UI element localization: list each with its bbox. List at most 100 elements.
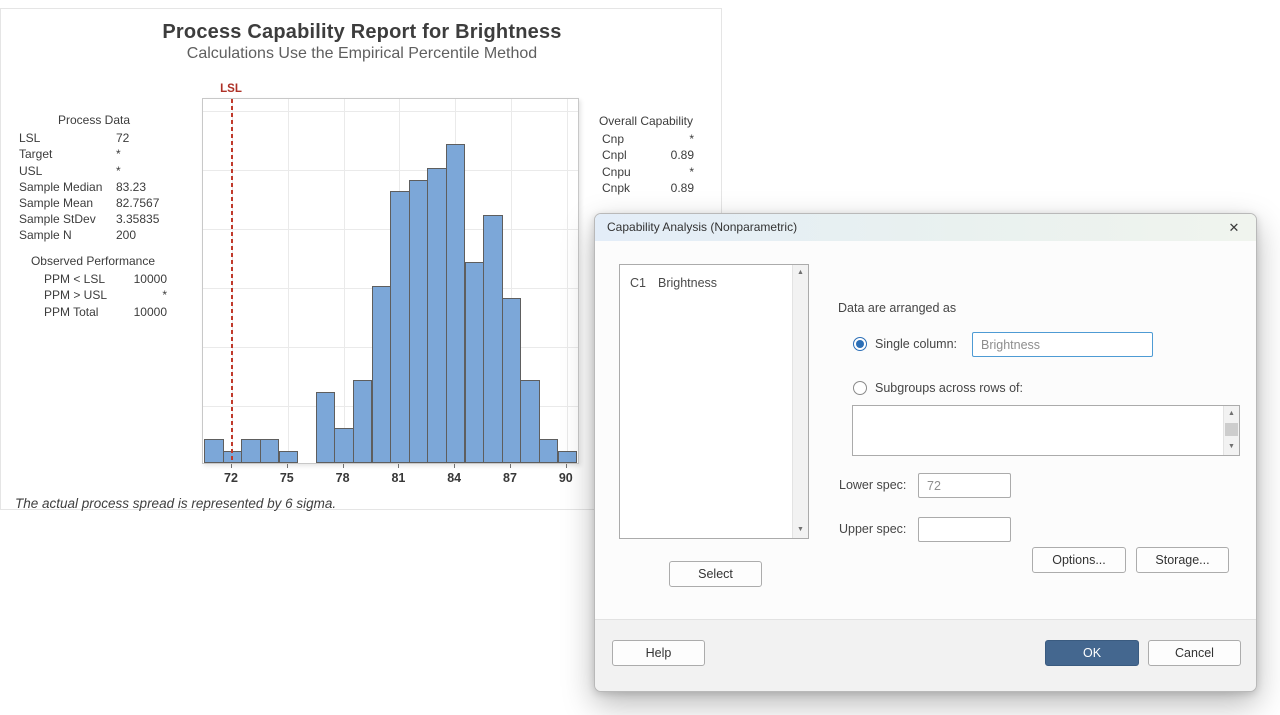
subgroups-label: Subgroups across rows of: — [875, 381, 1023, 395]
stat-row: Sample Mean82.7567 — [19, 195, 169, 211]
dialog-titlebar[interactable]: Capability Analysis (Nonparametric) ✕ — [595, 214, 1256, 241]
cancel-button[interactable]: Cancel — [1148, 640, 1241, 666]
stat-label: USL — [19, 163, 116, 179]
x-axis-tick — [231, 464, 232, 468]
select-button[interactable]: Select — [669, 561, 762, 587]
stat-label: Sample Median — [19, 179, 116, 195]
overall-capability-header: Overall Capability — [598, 113, 694, 129]
x-axis-tick-label: 84 — [439, 471, 469, 485]
histogram-bar — [483, 215, 503, 463]
stat-value: 83.23 — [116, 179, 146, 195]
single-column-input[interactable] — [972, 332, 1153, 357]
histogram-bar — [334, 428, 354, 463]
histogram-bar — [241, 439, 261, 463]
histogram-bar — [539, 439, 559, 463]
process-data-header: Process Data — [19, 112, 169, 128]
stat-value: 200 — [116, 227, 136, 243]
x-axis-tick — [454, 464, 455, 468]
report-subtitle: Calculations Use the Empirical Percentil… — [1, 45, 723, 63]
dialog-body: C1Brightness ▲ ▼ Data are arranged as Si… — [595, 241, 1256, 691]
stat-label: PPM Total — [19, 304, 98, 320]
histogram-bar — [372, 286, 392, 463]
dialog-title: Capability Analysis (Nonparametric) — [607, 220, 797, 234]
listbox-scrollbar[interactable]: ▲ ▼ — [792, 265, 808, 538]
histogram-bar — [279, 451, 299, 463]
scroll-thumb[interactable] — [1225, 423, 1238, 436]
histogram-bar — [316, 392, 336, 463]
upper-spec-input[interactable] — [918, 517, 1011, 542]
stat-label: Sample N — [19, 227, 116, 243]
scroll-up-icon[interactable]: ▲ — [793, 265, 808, 281]
lower-spec-label: Lower spec: — [839, 478, 906, 492]
column-id: C1 — [630, 276, 658, 290]
options-button[interactable]: Options... — [1032, 547, 1126, 573]
stat-value: 3.35835 — [116, 211, 159, 227]
lower-spec-input[interactable] — [918, 473, 1011, 498]
subgroups-scrollbar[interactable]: ▲ ▼ — [1223, 406, 1239, 455]
histogram-bar — [427, 168, 447, 463]
x-axis-tick — [566, 464, 567, 468]
lsl-label: LSL — [211, 83, 251, 95]
histogram-bar — [353, 380, 373, 463]
stat-row: Sample Median83.23 — [19, 179, 169, 195]
process-data-rows: LSL72Target*USL*Sample Median83.23Sample… — [19, 130, 169, 243]
scroll-down-icon[interactable]: ▼ — [1224, 439, 1239, 455]
histogram-bar — [204, 439, 224, 463]
stat-row: PPM > USL* — [19, 287, 167, 303]
x-axis-tick — [510, 464, 511, 468]
overall-capability-panel: Overall Capability Cnp*Cnpl0.89Cnpu*Cnpk… — [598, 113, 694, 196]
histogram-bar — [502, 298, 522, 463]
stat-value: 0.89 — [671, 147, 694, 163]
stat-value: 82.7567 — [116, 195, 159, 211]
observed-performance-rows: PPM < LSL10000PPM > USL*PPM Total 10000 — [19, 271, 167, 320]
stat-label: Sample StDev — [19, 211, 116, 227]
observed-performance-panel: Observed Performance PPM < LSL10000PPM >… — [19, 253, 167, 320]
x-axis-tick — [398, 464, 399, 468]
list-item[interactable]: C1Brightness — [620, 265, 808, 290]
stat-row: Sample StDev3.35835 — [19, 211, 169, 227]
subgroups-input[interactable]: ▲ ▼ — [852, 405, 1240, 456]
column-listbox[interactable]: C1Brightness ▲ ▼ — [619, 264, 809, 539]
scroll-up-icon[interactable]: ▲ — [1224, 406, 1239, 422]
stat-label: Cnpk — [598, 180, 630, 196]
report-title: Process Capability Report for Brightness — [1, 21, 723, 44]
gridline-vertical — [288, 99, 289, 463]
stat-value: 10000 — [134, 271, 167, 287]
stat-row: Cnpl 0.89 — [598, 147, 694, 163]
column-list: C1Brightness — [620, 265, 808, 290]
data-arranged-label: Data are arranged as — [838, 301, 956, 315]
overall-capability-rows: Cnp*Cnpl0.89Cnpu*Cnpk0.89 — [598, 131, 694, 196]
observed-performance-header: Observed Performance — [19, 253, 167, 269]
x-axis-tick-label: 87 — [495, 471, 525, 485]
x-axis-tick-label: 72 — [216, 471, 246, 485]
stat-row: Cnpk 0.89 — [598, 180, 694, 196]
stat-row: PPM Total 10000 — [19, 304, 167, 320]
scroll-down-icon[interactable]: ▼ — [793, 522, 808, 538]
stat-row: Cnpu* — [598, 164, 694, 180]
stat-row: LSL72 — [19, 130, 169, 146]
dialog-footer: Help OK Cancel — [595, 619, 1256, 691]
subgroups-radio[interactable] — [853, 381, 867, 395]
upper-spec-label: Upper spec: — [839, 522, 906, 536]
single-column-radio[interactable] — [853, 337, 867, 351]
stat-row: PPM < LSL10000 — [19, 271, 167, 287]
stat-label: Cnpl — [598, 147, 627, 163]
stat-value: 10000 — [134, 304, 167, 320]
stat-label: Target — [19, 146, 116, 162]
stat-value: 72 — [116, 130, 129, 146]
stat-value: * — [689, 164, 694, 180]
close-icon[interactable]: ✕ — [1222, 214, 1246, 241]
histogram-bar — [520, 380, 540, 463]
gridline-horizontal — [203, 111, 578, 112]
histogram-plot — [202, 98, 579, 464]
storage-button[interactable]: Storage... — [1136, 547, 1229, 573]
column-name: Brightness — [658, 276, 717, 290]
stat-label: Sample Mean — [19, 195, 116, 211]
help-button[interactable]: Help — [612, 640, 705, 666]
process-data-panel: Process Data LSL72Target*USL*Sample Medi… — [19, 112, 169, 244]
ok-button[interactable]: OK — [1045, 640, 1139, 666]
x-axis-tick-label: 75 — [272, 471, 302, 485]
stat-value: * — [689, 131, 694, 147]
stat-value: 0.89 — [671, 180, 694, 196]
stat-label: LSL — [19, 130, 116, 146]
